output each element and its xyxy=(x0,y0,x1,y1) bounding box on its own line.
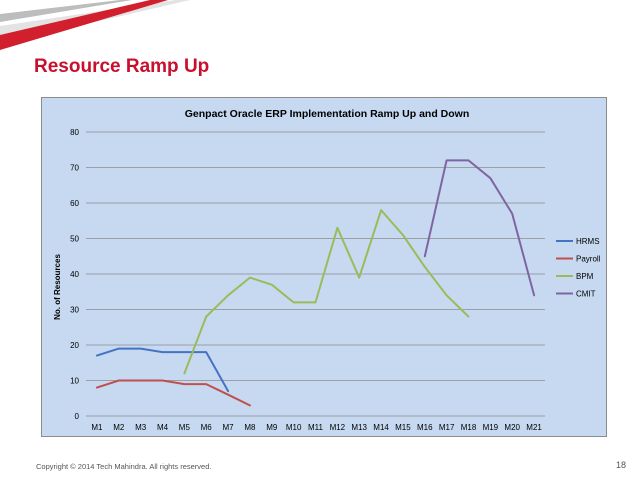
line-chart: Genpact Oracle ERP Implementation Ramp U… xyxy=(53,108,601,432)
y-tick-label: 30 xyxy=(70,306,79,315)
legend-label: BPM xyxy=(576,272,594,281)
x-tick-label: M9 xyxy=(266,423,278,432)
footer-copyright: Copyright © 2014 Tech Mahindra. All righ… xyxy=(36,462,212,471)
series-line-cmit xyxy=(423,159,536,297)
x-tick-label: M14 xyxy=(373,423,389,432)
page-number: 18 xyxy=(615,460,626,470)
y-tick-label: 70 xyxy=(70,164,79,173)
x-tick-label: M2 xyxy=(113,423,125,432)
y-tick-label: 50 xyxy=(70,235,79,244)
x-tick-label: M15 xyxy=(395,423,411,432)
series-line-hrms xyxy=(95,347,230,393)
y-tick-labels: 0 10 20 30 40 50 60 70 80 xyxy=(70,128,79,421)
y-tick-label: 80 xyxy=(70,128,79,137)
series-line-payroll xyxy=(95,379,251,407)
gridlines xyxy=(86,131,545,417)
chart-panel: Genpact Oracle ERP Implementation Ramp U… xyxy=(41,97,607,437)
x-tick-label: M13 xyxy=(351,423,367,432)
legend-label: HRMS xyxy=(576,237,600,246)
x-tick-labels: M1 M2 M3 M4 M5 M6 M7 M8 M9 M10 M11 M12 M13 M14 M15 M16 M… xyxy=(91,423,542,432)
y-tick-label: 60 xyxy=(70,199,79,208)
y-axis-label: No. of Resources xyxy=(53,254,62,320)
legend-label: CMIT xyxy=(576,290,596,299)
x-tick-label: M3 xyxy=(135,423,147,432)
legend-label: Payroll xyxy=(576,255,601,264)
x-tick-label: M5 xyxy=(179,423,191,432)
header-stripe-red xyxy=(0,0,168,50)
series-lines xyxy=(95,159,536,407)
x-tick-label: M19 xyxy=(483,423,499,432)
legend: HRMS Payroll BPM CMIT xyxy=(556,237,601,299)
header-stripe-grey xyxy=(0,0,132,22)
header-decoration xyxy=(0,0,190,50)
x-tick-label: M1 xyxy=(91,423,103,432)
x-tick-label: M8 xyxy=(244,423,256,432)
x-tick-label: M16 xyxy=(417,423,433,432)
x-tick-label: M12 xyxy=(330,423,346,432)
x-tick-label: M20 xyxy=(504,423,520,432)
slide-title: Resource Ramp Up xyxy=(34,56,210,77)
y-tick-label: 20 xyxy=(70,341,79,350)
x-tick-label: M21 xyxy=(526,423,542,432)
x-tick-label: M4 xyxy=(157,423,169,432)
x-tick-label: M18 xyxy=(461,423,477,432)
series-line-bpm xyxy=(183,209,470,375)
y-tick-label: 0 xyxy=(75,412,80,421)
x-tick-label: M7 xyxy=(223,423,235,432)
y-tick-label: 10 xyxy=(70,377,79,386)
x-tick-label: M17 xyxy=(439,423,455,432)
y-tick-label: 40 xyxy=(70,270,79,279)
x-tick-label: M6 xyxy=(201,423,213,432)
x-tick-label: M11 xyxy=(308,423,324,432)
x-tick-label: M10 xyxy=(286,423,302,432)
chart-title: Genpact Oracle ERP Implementation Ramp U… xyxy=(185,108,470,120)
